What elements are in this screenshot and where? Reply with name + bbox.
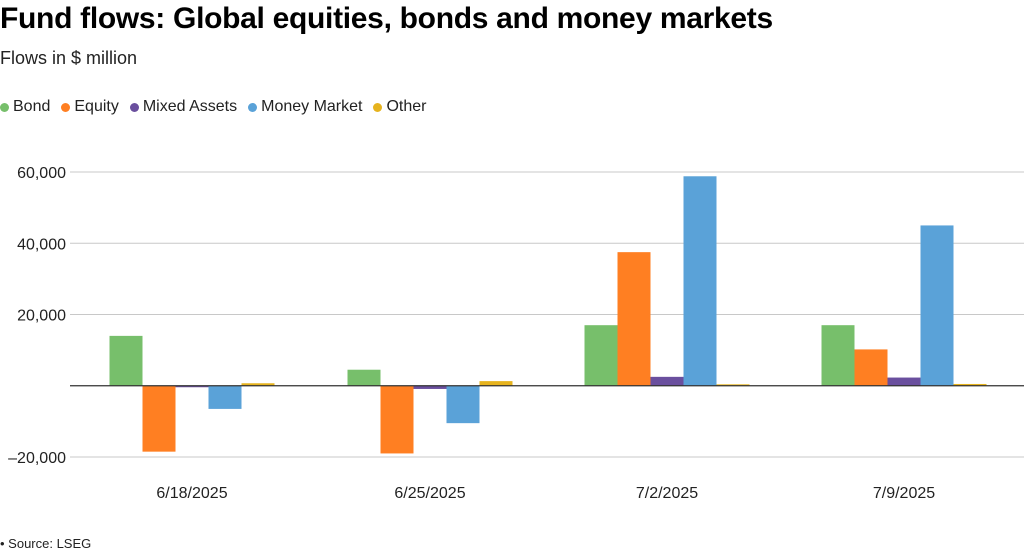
legend-label: Equity <box>74 98 119 115</box>
bar-other-7-2-2025 <box>716 384 750 386</box>
bar-bond-6-18-2025 <box>109 335 143 386</box>
legend-label: Mixed Assets <box>142 98 238 115</box>
bar-equity-7-9-2025 <box>854 349 888 386</box>
bar-other-7-9-2025 <box>953 383 987 386</box>
legend-label: Bond <box>13 98 51 115</box>
y-tick-label: 60,000 <box>17 165 66 182</box>
bar-money-market-7-9-2025 <box>920 225 954 386</box>
bar-equity-6-25-2025 <box>380 385 414 454</box>
bar-equity-7-2-2025 <box>617 252 651 386</box>
bar-bond-7-9-2025 <box>821 325 855 386</box>
source-note: • Source: LSEG <box>0 536 92 551</box>
bar-mixed-assets-6-18-2025 <box>175 385 209 388</box>
y-tick-label: –20,000 <box>8 450 66 467</box>
bar-money-market-7-2-2025 <box>683 176 717 386</box>
bar-bond-7-2-2025 <box>584 325 618 386</box>
x-tick-label: 6/18/2025 <box>156 485 227 502</box>
chart-legend: Bond Equity Mixed Assets Money Market Other <box>0 98 438 116</box>
legend-swatch-other <box>373 102 383 112</box>
legend-swatch-equity <box>61 102 71 112</box>
y-tick-label: 20,000 <box>17 308 66 325</box>
legend-item-bond: Bond <box>0 98 50 116</box>
legend-swatch-money-market <box>248 102 258 112</box>
bar-equity-6-18-2025 <box>142 385 176 452</box>
y-tick-label: 40,000 <box>17 236 66 253</box>
legend-label: Other <box>386 98 427 115</box>
bar-mixed-assets-6-25-2025 <box>413 385 447 389</box>
bar-other-6-18-2025 <box>241 383 275 386</box>
chart-title: Fund flows: Global equities, bonds and m… <box>0 2 773 35</box>
chart-subtitle: Flows in $ million <box>0 48 138 68</box>
bar-other-6-25-2025 <box>479 381 513 386</box>
legend-swatch-mixed-assets <box>129 102 139 112</box>
bar-money-market-6-25-2025 <box>446 385 480 424</box>
bar-bond-6-25-2025 <box>347 369 381 386</box>
legend-item-equity: Equity <box>61 98 119 116</box>
bar-money-market-6-18-2025 <box>208 385 242 409</box>
x-tick-label: 7/9/2025 <box>873 485 935 502</box>
legend-swatch-bond <box>0 102 9 112</box>
x-tick-label: 6/25/2025 <box>394 485 465 502</box>
legend-label: Money Market <box>261 98 363 115</box>
legend-item-other: Other <box>373 98 427 116</box>
legend-item-money-market: Money Market <box>248 98 362 116</box>
bar-mixed-assets-7-2-2025 <box>650 376 684 386</box>
bar-mixed-assets-7-9-2025 <box>887 377 921 386</box>
legend-item-mixed-assets: Mixed Assets <box>129 98 238 116</box>
x-tick-label: 7/2/2025 <box>636 485 698 502</box>
